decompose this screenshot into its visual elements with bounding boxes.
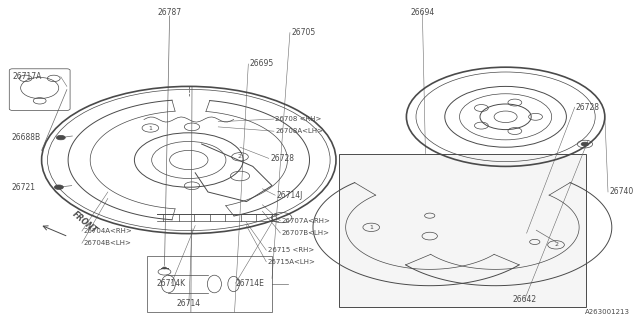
Circle shape — [581, 142, 589, 146]
Circle shape — [54, 185, 63, 189]
Text: 26714K: 26714K — [157, 279, 186, 288]
Text: FRONT: FRONT — [70, 209, 99, 235]
Text: 26728: 26728 — [270, 154, 294, 163]
Text: 26707A<RH>: 26707A<RH> — [282, 218, 330, 224]
Text: 26787: 26787 — [157, 8, 182, 17]
Text: 26694: 26694 — [410, 8, 435, 17]
Text: 26688B: 26688B — [12, 133, 41, 142]
Text: 26642: 26642 — [513, 295, 537, 304]
Text: 26721: 26721 — [12, 183, 35, 192]
Circle shape — [163, 267, 166, 269]
Text: 26707B<LH>: 26707B<LH> — [282, 230, 330, 236]
Bar — [147, 256, 272, 312]
Text: 26714J: 26714J — [276, 191, 303, 200]
Text: 2: 2 — [554, 242, 558, 247]
Text: 26708 <RH>: 26708 <RH> — [275, 116, 321, 122]
Text: 26740: 26740 — [609, 188, 634, 196]
Text: A263001213: A263001213 — [586, 309, 630, 315]
Text: 1: 1 — [369, 225, 373, 230]
Text: 26695: 26695 — [250, 60, 274, 68]
Text: 26728: 26728 — [576, 103, 600, 112]
Text: 26715A<LH>: 26715A<LH> — [268, 259, 316, 265]
Circle shape — [56, 135, 65, 140]
Text: 26714: 26714 — [177, 300, 201, 308]
Text: 26705: 26705 — [291, 28, 316, 37]
Bar — [339, 154, 586, 307]
Text: 26704A<RH>: 26704A<RH> — [83, 228, 132, 234]
Text: 26704B<LH>: 26704B<LH> — [83, 240, 131, 246]
Text: 2: 2 — [238, 154, 242, 159]
Text: 26708A<LH>: 26708A<LH> — [275, 128, 323, 134]
Text: 26715 <RH>: 26715 <RH> — [268, 247, 314, 253]
Text: 26717A: 26717A — [13, 72, 42, 81]
Text: 1: 1 — [148, 125, 152, 131]
Text: 26714E: 26714E — [236, 279, 264, 288]
